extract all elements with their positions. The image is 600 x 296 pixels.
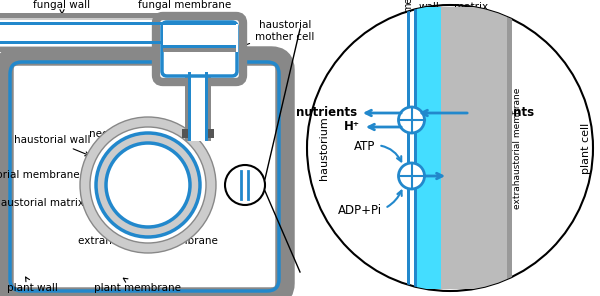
Text: nutrients: nutrients [473, 107, 534, 120]
Bar [441, 7, 507, 289]
Bar [205, 70, 208, 133]
Bar [0, 14, 185, 52]
FancyBboxPatch shape [166, 26, 233, 72]
Text: matrix: matrix [454, 2, 488, 12]
Bar [163, 45, 236, 48]
Text: plant membrane: plant membrane [95, 278, 182, 293]
Bar [0, 22, 185, 25]
Bar [208, 119, 211, 141]
Circle shape [307, 5, 593, 291]
Circle shape [96, 133, 200, 237]
Text: H⁺: H⁺ [344, 120, 360, 133]
Text: ADP+Pi: ADP+Pi [338, 191, 402, 218]
Bar [163, 13, 236, 18]
Bar [163, 47, 236, 52]
Bar [407, 7, 410, 289]
Text: haustorium: haustorium [319, 116, 329, 180]
Bar [188, 119, 208, 141]
Bar [163, 24, 238, 52]
Bar [188, 70, 191, 133]
Bar [188, 70, 208, 135]
Bar [0, 47, 185, 52]
Bar [185, 73, 188, 138]
Bar [185, 73, 211, 138]
Circle shape [398, 107, 425, 133]
Text: plant cell: plant cell [581, 122, 591, 174]
Circle shape [90, 127, 206, 243]
Text: extrahaustorial membrane: extrahaustorial membrane [512, 87, 521, 209]
FancyBboxPatch shape [156, 16, 243, 82]
Text: haustorium: haustorium [118, 128, 178, 138]
Bar [205, 119, 208, 141]
Bar [163, 22, 236, 25]
Bar [182, 129, 188, 138]
Text: haustorial
mother cell: haustorial mother cell [241, 20, 314, 47]
Text: extrahaustorial matrix: extrahaustorial matrix [0, 197, 102, 208]
Bar [188, 119, 191, 141]
Bar [414, 7, 417, 289]
Text: neckband: neckband [89, 129, 181, 139]
Text: plant wall: plant wall [7, 277, 58, 293]
Text: membrane: membrane [403, 0, 413, 12]
Text: ATP: ATP [355, 139, 401, 161]
Bar [417, 7, 441, 289]
Text: fungal membrane: fungal membrane [134, 0, 232, 22]
Bar [185, 119, 188, 141]
Text: extrahaustorial membrane: extrahaustorial membrane [78, 228, 218, 246]
Text: wall: wall [419, 2, 439, 12]
Circle shape [106, 143, 190, 227]
Text: haustorial membrane: haustorial membrane [0, 170, 106, 182]
Text: intercellular hypha: intercellular hypha [26, 21, 124, 34]
Text: nutrients: nutrients [296, 107, 357, 120]
Bar [0, 41, 185, 44]
Bar [208, 73, 211, 138]
Bar [208, 129, 214, 138]
Circle shape [398, 163, 425, 189]
Bar [507, 7, 512, 289]
Bar [0, 20, 185, 46]
Circle shape [225, 165, 265, 205]
Text: haustorial wall: haustorial wall [14, 135, 90, 156]
FancyBboxPatch shape [162, 22, 237, 76]
Text: H⁺: H⁺ [450, 170, 466, 183]
Text: H⁺: H⁺ [448, 120, 464, 133]
Text: fungal wall: fungal wall [34, 0, 91, 14]
Bar [0, 13, 185, 18]
Circle shape [80, 117, 216, 253]
